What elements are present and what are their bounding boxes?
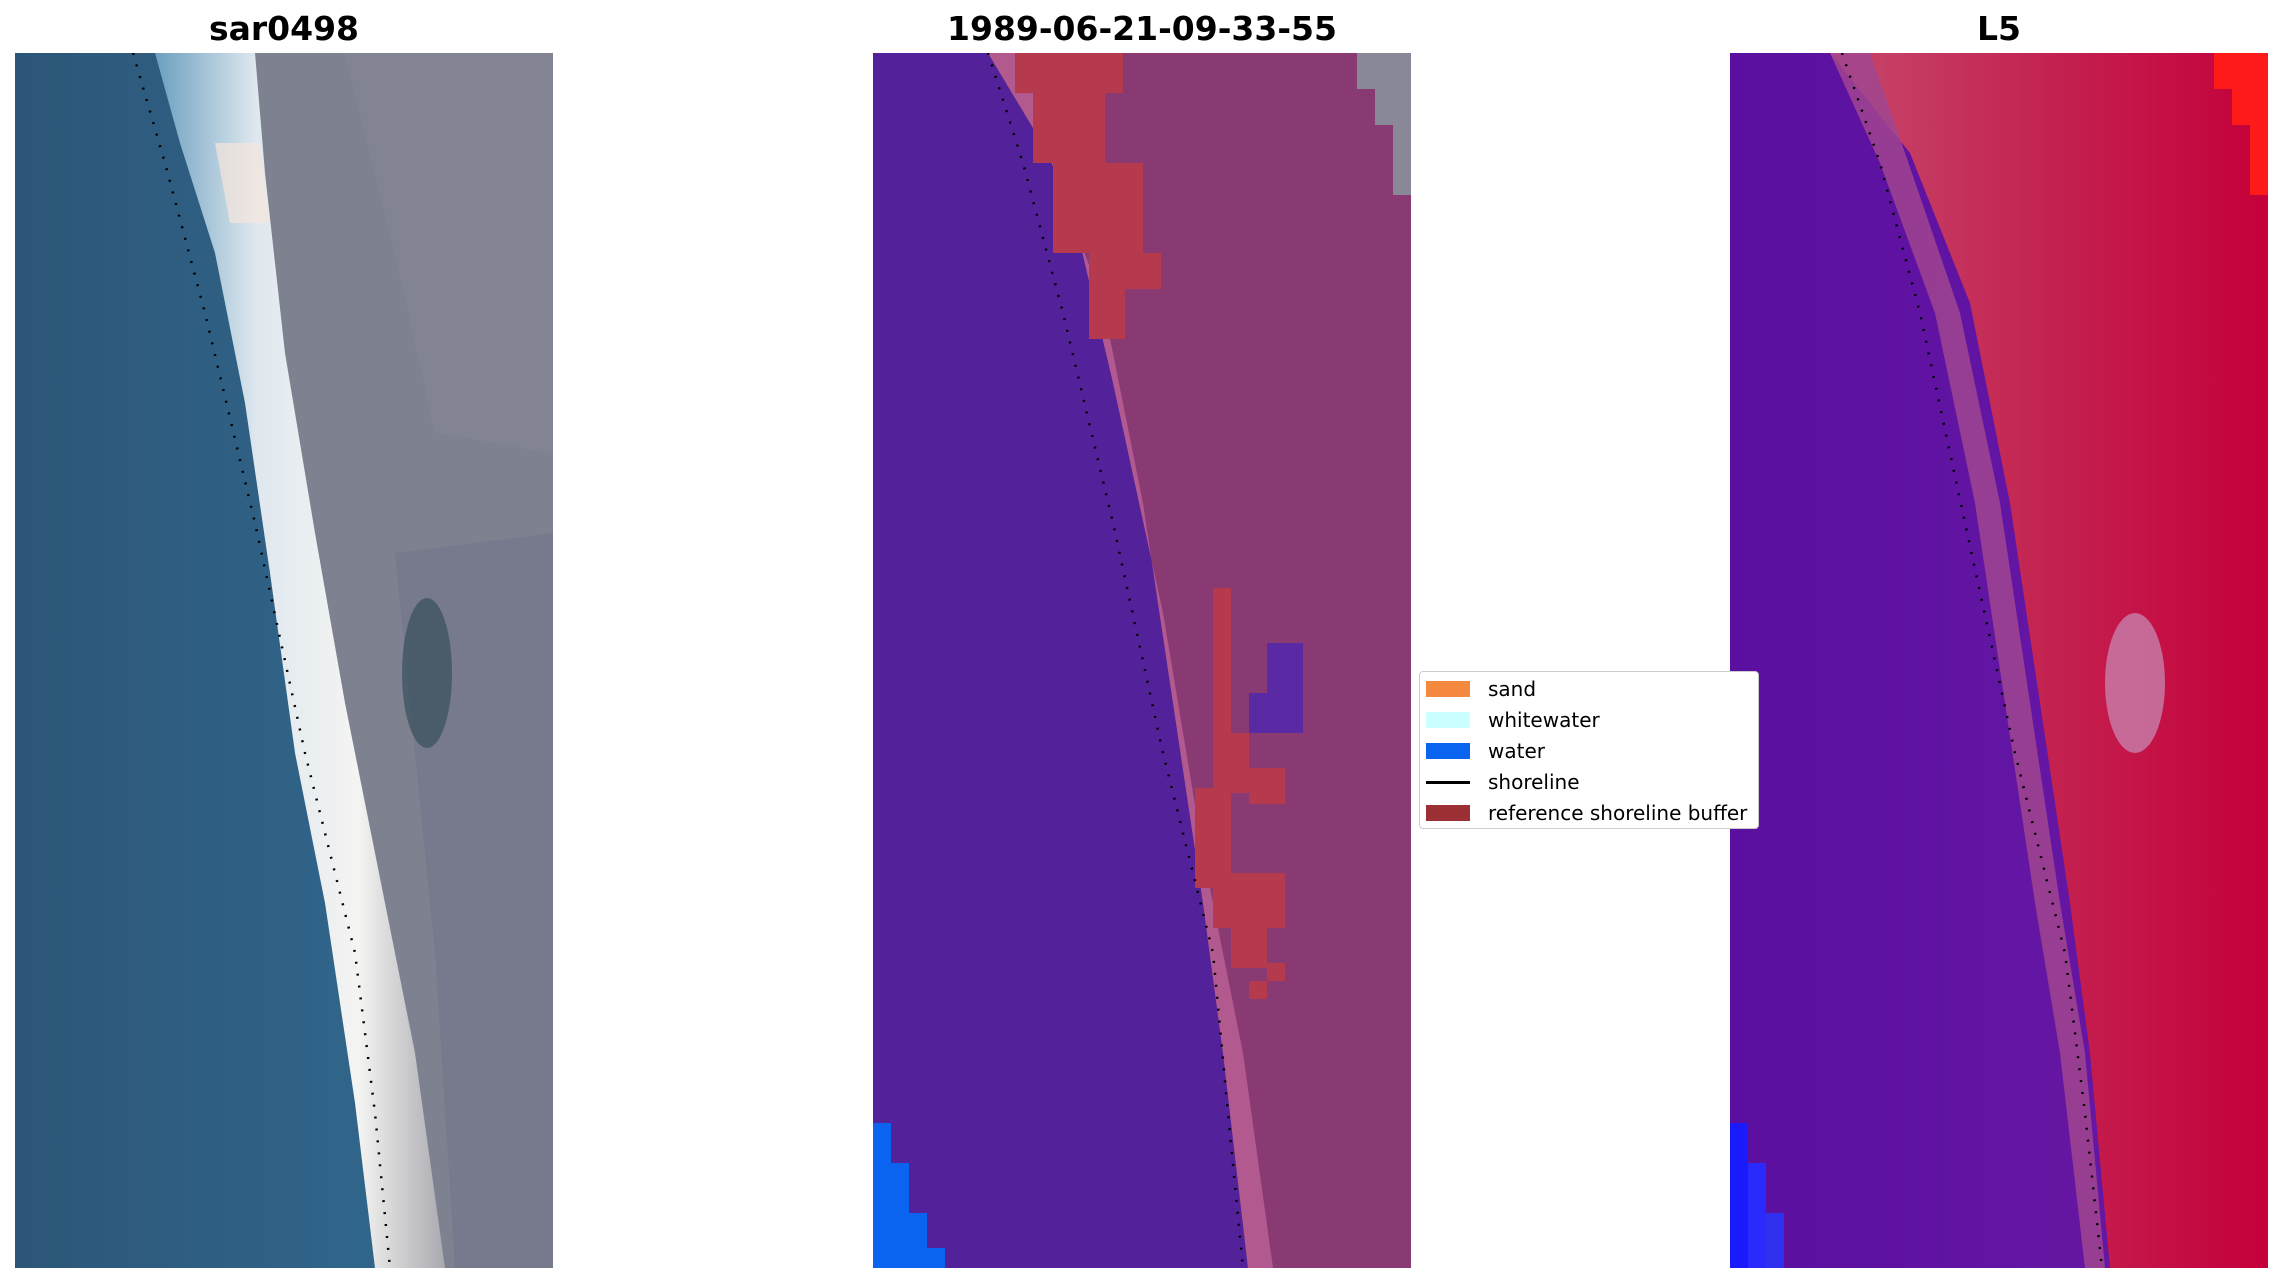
reference-buffer-swatch xyxy=(1426,805,1470,821)
legend-item-sand: sand xyxy=(1426,676,1536,702)
water-swatch xyxy=(1426,743,1470,759)
legend-label-whitewater: whitewater xyxy=(1488,708,1600,732)
legend-label-water: water xyxy=(1488,739,1545,763)
legend-label-sand: sand xyxy=(1488,677,1537,701)
legend-item-reference-buffer: reference shoreline buffer xyxy=(1426,800,1747,826)
legend-item-whitewater: whitewater xyxy=(1426,707,1600,733)
sand-swatch xyxy=(1426,681,1470,697)
legend-item-water: water xyxy=(1426,738,1545,764)
index-image xyxy=(1730,53,2268,1268)
shoreline-line-swatch xyxy=(1426,780,1470,784)
legend-label-shoreline: shoreline xyxy=(1488,770,1580,794)
rgb-image-panel xyxy=(15,53,553,1268)
legend-label-reference-buffer: reference shoreline buffer xyxy=(1488,801,1748,825)
legend-item-shoreline: shoreline xyxy=(1426,769,1580,795)
classified-image xyxy=(873,53,1411,1268)
classified-image-panel xyxy=(873,53,1411,1268)
panel-title-index: L5 xyxy=(1977,9,2021,48)
panel-title-rgb: sar0498 xyxy=(208,9,360,48)
whitewater-swatch xyxy=(1426,712,1470,728)
rgb-image xyxy=(15,53,553,1268)
index-image-panel xyxy=(1730,53,2268,1268)
panel-title-classified: 1989-06-21-09-33-55 xyxy=(947,9,1337,48)
legend: sand whitewater water shoreline referenc… xyxy=(1419,671,1759,829)
